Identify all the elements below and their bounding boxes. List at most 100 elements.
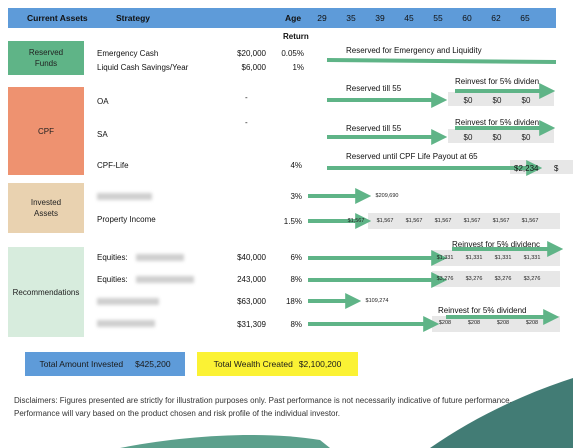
category-invested-assets: Invested Assets bbox=[8, 183, 84, 233]
equities-2-value: $3,276 bbox=[436, 276, 454, 282]
equities-1-return: 6% bbox=[290, 253, 302, 262]
equities-1-label: Equities: bbox=[97, 253, 128, 262]
age-39: 39 bbox=[375, 13, 385, 23]
cpf-sa-label: SA bbox=[97, 130, 108, 139]
equities-1-value: $1,331 bbox=[465, 255, 483, 261]
age-45: 45 bbox=[404, 13, 414, 23]
header-strategy: Strategy bbox=[116, 13, 151, 23]
cpf-sa-value: $0 bbox=[521, 133, 531, 142]
emergency-cash-return: 0.05% bbox=[281, 49, 304, 58]
cpf-life-value-cut: $ bbox=[554, 164, 559, 173]
row4-value: $208 bbox=[438, 320, 452, 326]
cpf-life-label: CPF-Life bbox=[97, 161, 129, 170]
age-29: 29 bbox=[317, 13, 327, 23]
category-cpf-label: CPF bbox=[38, 126, 54, 136]
equities-2-value: $3,276 bbox=[494, 276, 512, 282]
cpf-sa-value: $0 bbox=[463, 133, 473, 142]
equities-1-value-band bbox=[432, 250, 560, 266]
property-income-value: $1,567 bbox=[463, 218, 481, 224]
total-invested-box: Total Amount Invested $425,200 bbox=[25, 352, 185, 376]
header-age: Age bbox=[285, 13, 302, 23]
category-invested-label: Invested Assets bbox=[30, 198, 62, 218]
cpf-oa-value: $0 bbox=[492, 96, 502, 105]
cpf-sa-note: Reserved till 55 bbox=[346, 124, 402, 133]
row3-return: 18% bbox=[285, 297, 302, 306]
property-income-value: $1,567 bbox=[492, 218, 510, 224]
category-reserved-funds: Reserved Funds bbox=[8, 41, 84, 75]
property-income-value: $1,567 bbox=[405, 218, 423, 224]
redacted-equity-name bbox=[136, 276, 194, 283]
redacted-fund-name bbox=[97, 298, 159, 305]
cpf-oa-value: $0 bbox=[463, 96, 473, 105]
oa-value-band bbox=[448, 92, 554, 106]
cpf-sa-value: $0 bbox=[492, 133, 502, 142]
emergency-cash-amount: $20,000 bbox=[237, 49, 266, 58]
emergency-cash-label: Emergency Cash bbox=[97, 49, 159, 58]
sa-value-band bbox=[448, 129, 554, 143]
cpf-sa-amount: - bbox=[245, 118, 248, 127]
category-cpf: CPF bbox=[8, 87, 84, 175]
property-value-band bbox=[368, 213, 560, 229]
cpf-life-return: 4% bbox=[290, 161, 302, 170]
redacted-equity-name bbox=[136, 254, 184, 261]
age-62: 62 bbox=[491, 13, 501, 23]
equities-2-value: $3,276 bbox=[523, 276, 541, 282]
row4-value: $208 bbox=[525, 320, 539, 326]
equities-1-reinvest: Reinvest for 5% dividenc bbox=[452, 240, 541, 249]
cpf-life-value: $2,234 bbox=[514, 164, 539, 173]
equities-2-value: $3,276 bbox=[465, 276, 483, 282]
row4-value: $208 bbox=[496, 320, 510, 326]
header-bar bbox=[8, 8, 556, 28]
equities-2-value-band bbox=[432, 271, 560, 287]
property-income-value: $1,567 bbox=[347, 218, 365, 224]
disclaimer-text: Disclaimers: Figures presented are stric… bbox=[14, 396, 512, 418]
category-reserved-label: Reserved Funds bbox=[28, 48, 64, 68]
return-column-label: Return bbox=[283, 32, 309, 41]
liquid-cash-return: 1% bbox=[292, 63, 304, 72]
cpf-sa-reinvest: Reinvest for 5% dividen bbox=[455, 118, 540, 127]
redacted-fund-name bbox=[97, 320, 155, 327]
property-income-value: $1,567 bbox=[434, 218, 452, 224]
row3-value: $109,274 bbox=[365, 298, 389, 304]
equities-1-value: $1,331 bbox=[494, 255, 512, 261]
age-60: 60 bbox=[462, 13, 472, 23]
cpf-oa-value: $0 bbox=[521, 96, 531, 105]
row4-reinvest: Reinvest for 5% dividend bbox=[438, 306, 527, 315]
equities-2-amount: 243,000 bbox=[237, 275, 266, 284]
total-wealth-value: $2,100,200 bbox=[298, 359, 342, 369]
total-wealth-label: Total Wealth Created bbox=[213, 359, 293, 369]
equities-2-return: 8% bbox=[290, 275, 302, 284]
equities-1-value: $1,331 bbox=[523, 255, 541, 261]
equities-1-amount: $40,000 bbox=[237, 253, 266, 262]
reserved-note: Reserved for Emergency and Liquidity bbox=[346, 46, 482, 55]
cpf-life-note: Reserved until CPF Life Payout at 65 bbox=[346, 152, 478, 161]
age-55: 55 bbox=[433, 13, 443, 23]
property-income-value: $1,567 bbox=[376, 218, 394, 224]
row4-return: 8% bbox=[290, 320, 302, 329]
arrow-reserved bbox=[326, 58, 557, 64]
redacted-asset-name bbox=[97, 193, 152, 200]
age-65: 65 bbox=[520, 13, 530, 23]
category-recommendations: Recommendations bbox=[8, 247, 84, 337]
invested-row1-value: $209,690 bbox=[375, 193, 399, 199]
property-income-label: Property Income bbox=[97, 215, 156, 224]
row4-value: $208 bbox=[467, 320, 481, 326]
category-recommendations-label: Recommendations bbox=[12, 287, 80, 297]
property-income-value: $1,567 bbox=[521, 218, 539, 224]
total-invested-label: Total Amount Invested bbox=[39, 359, 124, 369]
cpf-oa-amount: - bbox=[245, 93, 248, 102]
cpf-oa-reinvest: Reinvest for 5% dividen bbox=[455, 77, 540, 86]
equities-1-value: $1,331 bbox=[436, 255, 454, 261]
row4-value-band bbox=[432, 316, 560, 332]
row4-amount: $31,309 bbox=[237, 320, 266, 329]
cpf-oa-label: OA bbox=[97, 97, 109, 106]
liquid-cash-amount: $6,000 bbox=[241, 63, 266, 72]
total-invested-value: $425,200 bbox=[135, 359, 171, 369]
total-wealth-box: Total Wealth Created $2,100,200 bbox=[197, 352, 358, 376]
invested-row1-return: 3% bbox=[290, 192, 302, 201]
liquid-cash-label: Liquid Cash Savings/Year bbox=[97, 63, 189, 72]
row3-amount: $63,000 bbox=[237, 297, 266, 306]
